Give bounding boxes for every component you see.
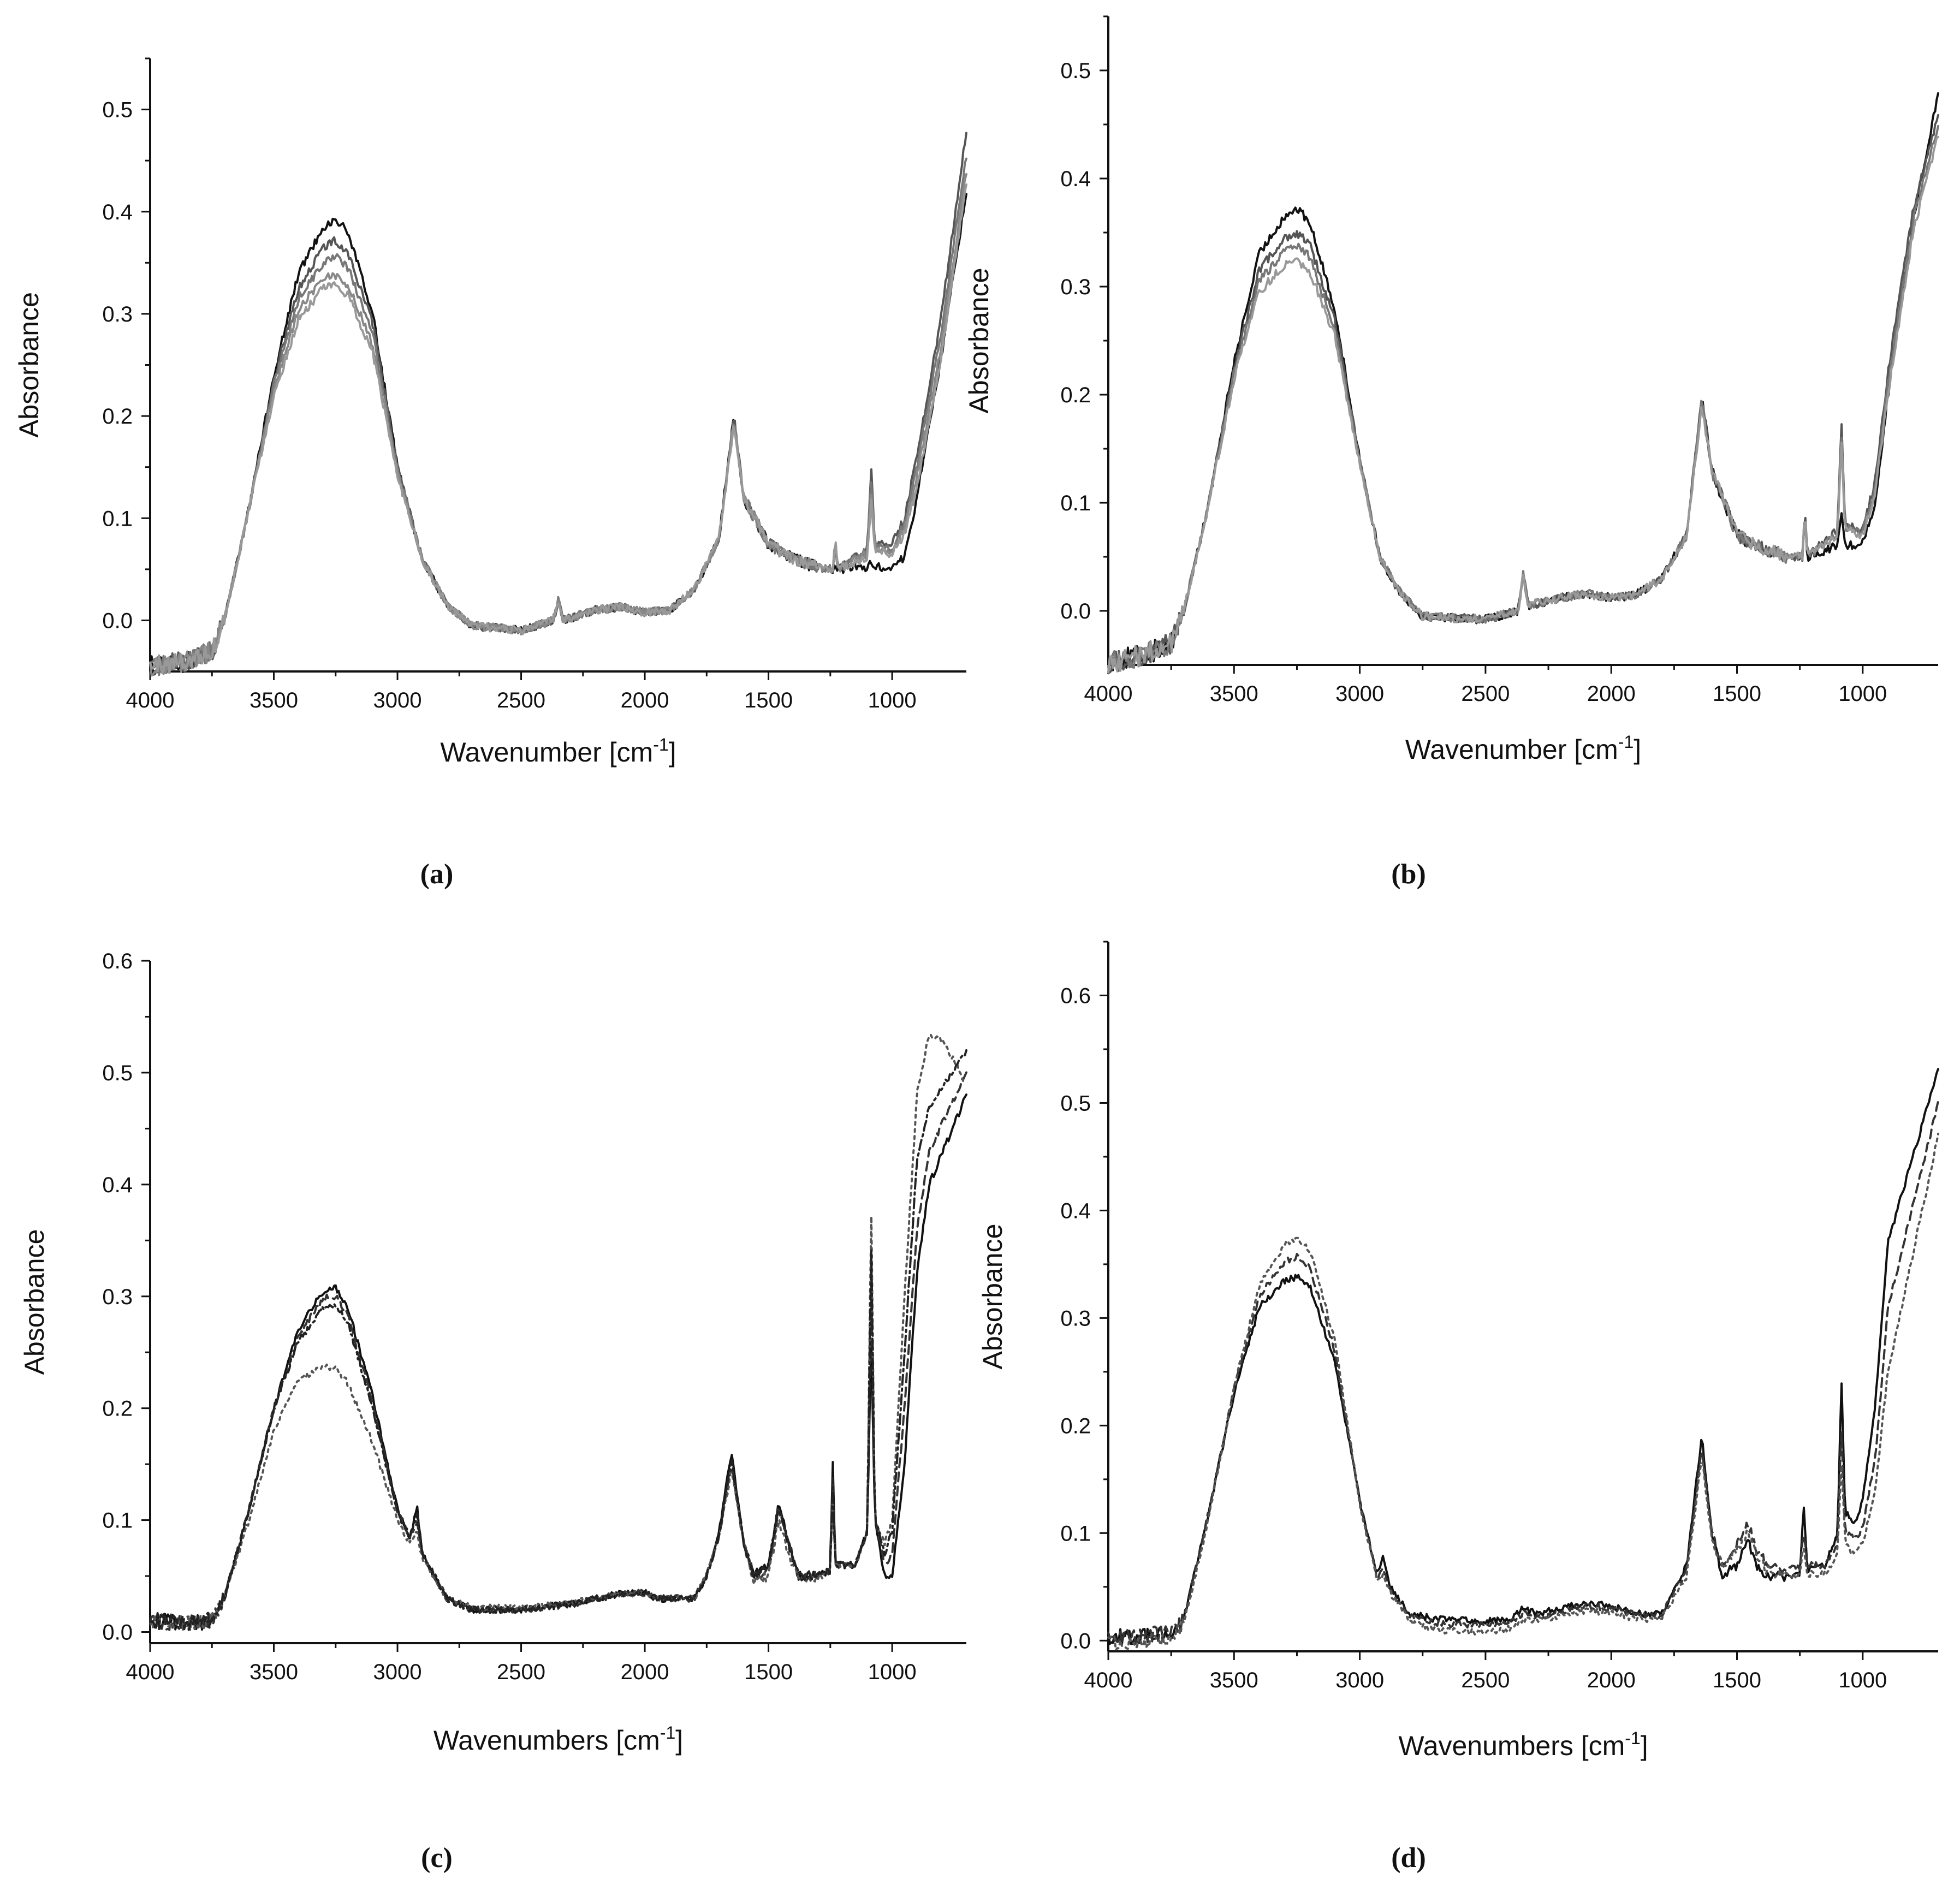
x-tick-label: 3000	[1335, 682, 1384, 706]
y-axis-title: Absorbance	[977, 1224, 1008, 1370]
x-axis-title: Wavenumber [cm-1]	[440, 735, 676, 768]
y-tick-label: 0.4	[102, 1173, 133, 1197]
y-tick-label: 0.2	[1060, 383, 1091, 407]
x-tick-label: 3500	[250, 688, 298, 712]
y-tick-label: 0.0	[102, 1621, 133, 1645]
y-tick-label: 0.3	[102, 1285, 133, 1309]
y-tick-label: 0.1	[102, 507, 133, 531]
x-tick-label: 2000	[1587, 682, 1636, 706]
y-axis-title: Absorbance	[19, 1229, 50, 1375]
panel-c: 4000 3500 3000 2500 2000 1500 1000 0.0 0.1 0.2 0.3…	[19, 949, 967, 1874]
x-tick-label: 2500	[1461, 1668, 1510, 1692]
y-tick-label: 0.3	[1060, 1306, 1091, 1330]
y-tick-label: 0.1	[1060, 1521, 1091, 1545]
x-tick-label: 3000	[1335, 1668, 1384, 1692]
x-axis-title: Wavenumbers [cm-1]	[433, 1723, 683, 1756]
series-line-4	[1107, 136, 1939, 674]
y-tick-label: 0.2	[1060, 1414, 1091, 1438]
y-tick-label: 0.4	[102, 200, 133, 224]
x-tick-label: 3500	[1210, 682, 1258, 706]
y-tick-label: 0.2	[102, 405, 133, 429]
x-tick-label: 4000	[1084, 682, 1133, 706]
y-tick-label: 0.0	[1060, 1629, 1091, 1653]
x-axis-title: Wavenumbers [cm-1]	[1398, 1728, 1648, 1761]
x-tick-label: 3500	[250, 1660, 298, 1684]
y-tick-label: 0.6	[102, 949, 133, 973]
y-axis-title: Absorbance	[14, 292, 44, 438]
series-line-2	[1107, 1100, 1939, 1644]
x-tick-label: 1000	[1838, 682, 1887, 706]
x-tick-label: 1500	[1713, 1668, 1761, 1692]
y-axis-title: Absorbance	[964, 268, 994, 414]
series-line-4	[149, 1049, 967, 1631]
y-tick-label: 0.2	[102, 1397, 133, 1421]
x-tick-label: 2000	[621, 688, 669, 712]
x-tick-label: 2500	[497, 688, 545, 712]
x-tick-label: 1000	[868, 688, 917, 712]
y-tick-label: 0.1	[102, 1509, 133, 1533]
y-tick-label: 0.5	[102, 98, 133, 122]
y-tick-label: 0.1	[1060, 491, 1091, 515]
panel-caption: (b)	[1391, 859, 1426, 890]
x-tick-label: 1500	[744, 688, 793, 712]
panel-a: 4000 3500 3000 2500 2000 1500 1000 0.0 0.1 0.2 0.3…	[14, 57, 967, 890]
panel-d: 4000 3500 3000 2500 2000 1500 1000 0.0 0.1 0.2 0.3…	[977, 941, 1939, 1874]
panel-caption: (c)	[421, 1842, 453, 1874]
y-tick-label: 0.6	[1060, 984, 1091, 1008]
y-tick-label: 0.4	[1060, 167, 1091, 191]
y-tick-label: 0.5	[1060, 59, 1091, 83]
x-tick-label: 1500	[1713, 682, 1761, 706]
x-tick-label: 4000	[1084, 1668, 1133, 1692]
panel-b: 4000 3500 3000 2500 2000 1500 1000 0.0 0.1 0.2 0.3…	[964, 15, 1939, 890]
x-tick-label: 1500	[744, 1660, 793, 1684]
x-tick-label: 4000	[126, 688, 175, 712]
panel-caption: (a)	[420, 859, 454, 890]
x-tick-label: 3000	[373, 688, 422, 712]
y-tick-label: 0.5	[1060, 1091, 1091, 1115]
x-tick-label: 2500	[497, 1660, 545, 1684]
y-tick-label: 0.4	[1060, 1199, 1091, 1223]
series-line-5	[149, 183, 967, 674]
x-tick-label: 2000	[1587, 1668, 1636, 1692]
x-tick-label: 3500	[1210, 1668, 1258, 1692]
y-tick-label: 0.3	[1060, 275, 1091, 299]
x-tick-label: 2000	[621, 1660, 669, 1684]
panel-caption: (d)	[1391, 1842, 1426, 1874]
x-tick-label: 3000	[373, 1660, 422, 1684]
y-tick-label: 0.3	[102, 302, 133, 326]
x-tick-label: 1000	[1838, 1668, 1887, 1692]
x-axis-title: Wavenumber [cm-1]	[1405, 732, 1641, 765]
y-tick-label: 0.0	[1060, 599, 1091, 623]
y-tick-label: 0.0	[102, 609, 133, 633]
x-tick-label: 4000	[126, 1660, 175, 1684]
x-tick-label: 1000	[868, 1660, 917, 1684]
y-tick-label: 0.5	[102, 1061, 133, 1085]
x-tick-label: 2500	[1461, 682, 1510, 706]
